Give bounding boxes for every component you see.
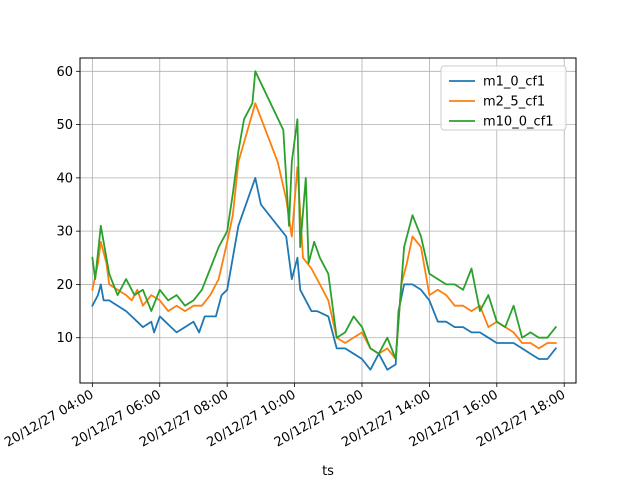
legend-label: m2_5_cf1 xyxy=(483,95,545,110)
y-tick-label: 30 xyxy=(56,225,73,240)
series-line-m10-0-cf1 xyxy=(91,70,558,360)
y-tick-label: 10 xyxy=(56,331,73,346)
series-layer xyxy=(91,70,558,371)
y-axis: 10 20 30 40 50 60 xyxy=(56,65,80,346)
y-tick-label: 50 xyxy=(56,118,73,133)
legend-label: m1_0_cf1 xyxy=(483,75,545,90)
y-tick-label: 40 xyxy=(56,171,73,186)
y-tick-label: 60 xyxy=(56,65,73,80)
legend: m1_0_cf1 m2_5_cf1 m10_0_cf1 xyxy=(440,65,567,131)
y-tick-label: 20 xyxy=(56,278,73,293)
x-axis-title: ts xyxy=(322,464,334,479)
plot-frame xyxy=(79,57,577,384)
series-line-m1-0-cf1 xyxy=(91,176,558,371)
legend-box xyxy=(440,65,567,131)
legend-label: m10_0_cf1 xyxy=(483,115,553,130)
